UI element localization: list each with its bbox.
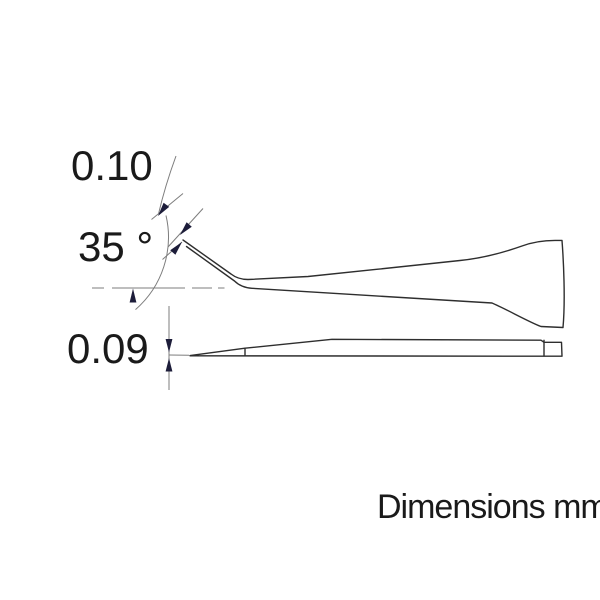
tip-thickness-lower-arrow-icon: [170, 242, 182, 255]
tip-thickness-leader: [158, 155, 177, 215]
dimension-annotations-group: [92, 155, 225, 390]
tip-thickness-label: 0.10: [71, 142, 153, 189]
angle-arc-bottom-arrow-icon: [129, 288, 137, 303]
angle-dimension-arc: [135, 215, 169, 310]
profile-view-outline: [189, 338, 563, 357]
tip-thickness-upper-arrow-icon: [180, 222, 192, 235]
profile-view-group: [189, 338, 563, 357]
units-note-label: Dimensions mm: [377, 488, 600, 526]
side-view-group: [182, 239, 565, 329]
angle-label: 35 °: [78, 223, 154, 270]
side-view-outline: [182, 239, 565, 329]
edge-thickness-label: 0.09: [67, 325, 149, 372]
edge-thickness-up-arrow-icon: [165, 358, 173, 372]
angle-arc-top-arrow-icon: [158, 202, 170, 216]
edge-thickness-down-arrow-icon: [165, 339, 173, 353]
